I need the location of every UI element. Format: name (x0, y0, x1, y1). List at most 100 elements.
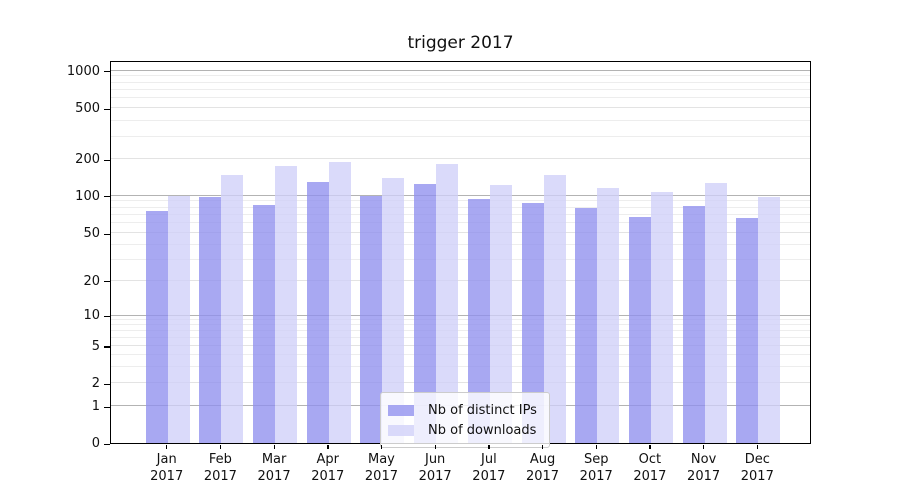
bar-nb-of-distinct-ips (360, 195, 383, 443)
x-tick-label: May 2017 (353, 452, 409, 485)
bar-nb-of-distinct-ips (467, 199, 490, 443)
gridline (111, 158, 810, 160)
bar-nb-of-distinct-ips (199, 197, 222, 443)
bar-nb-of-distinct-ips (521, 202, 544, 443)
x-tick-mark (166, 445, 168, 449)
x-tick-mark (327, 445, 329, 449)
x-tick-month: May (368, 452, 395, 467)
gridline (111, 107, 810, 109)
x-tick-mark (219, 445, 222, 449)
y-tick-label: 5 (91, 338, 100, 354)
x-tick-mark (273, 445, 275, 449)
x-tick-label: Oct 2017 (622, 452, 678, 485)
x-tick-label: Jun 2017 (407, 452, 463, 485)
x-tick-year: 2017 (525, 468, 560, 484)
x-tick-month: Nov (690, 452, 717, 467)
x-tick-month: Sep (583, 452, 609, 467)
gridline (111, 319, 810, 321)
bar-nb-of-downloads (328, 161, 351, 443)
bar-nb-of-downloads (167, 195, 190, 443)
chart-title: trigger 2017 (407, 33, 514, 53)
gridline (111, 243, 810, 245)
x-tick-year: 2017 (418, 468, 452, 484)
y-tick-label: 200 (75, 152, 100, 167)
x-tick-mark (649, 445, 651, 449)
gridline (111, 97, 810, 99)
gridline (111, 214, 810, 216)
bar-nb-of-distinct-ips (253, 204, 276, 443)
gridline (111, 382, 810, 384)
x-tick-month: Aug (529, 452, 556, 467)
gridline (111, 330, 810, 332)
grid-layer (111, 62, 810, 443)
x-tick-year: 2017 (257, 468, 291, 484)
bar-nb-of-distinct-ips (736, 218, 759, 443)
legend-item: Nb of downloads (388, 420, 537, 440)
x-tick-year: 2017 (740, 468, 774, 484)
legend-label: Nb of downloads (428, 422, 537, 438)
gridline (111, 200, 810, 202)
gridline (111, 336, 810, 338)
bar-nb-of-downloads (436, 164, 459, 443)
bar-nb-of-downloads (382, 178, 405, 443)
x-tick-label: Nov 2017 (676, 452, 732, 485)
bar-nb-of-downloads (597, 188, 620, 443)
x-tick-month: Mar (261, 452, 287, 467)
bar-nb-of-distinct-ips (628, 216, 651, 443)
x-tick-year: 2017 (203, 468, 237, 484)
x-tick-month: Jan (156, 452, 177, 467)
bar-nb-of-distinct-ips (306, 181, 329, 443)
x-tick-mark (595, 445, 598, 449)
bars-layer (111, 62, 810, 443)
gridline (111, 119, 810, 121)
gridline (111, 69, 810, 71)
bar-nb-of-distinct-ips (682, 206, 705, 443)
bar-nb-of-distinct-ips (575, 207, 598, 443)
bar-nb-of-downloads (704, 183, 727, 443)
x-tick-year: 2017 (633, 468, 667, 484)
x-tick-year: 2017 (311, 468, 345, 484)
gridline (111, 194, 810, 196)
x-tick-month: Feb (208, 452, 232, 467)
bar-nb-of-downloads (543, 175, 566, 443)
bar-nb-of-downloads (650, 191, 673, 443)
gridline (111, 232, 810, 234)
x-tick-year: 2017 (150, 468, 184, 484)
x-tick-month: Apr (316, 452, 340, 467)
gridline (111, 354, 810, 356)
x-tick-label: Dec 2017 (729, 452, 785, 485)
y-tick-label: 50 (83, 226, 100, 242)
gridline (111, 75, 810, 77)
gridline (111, 365, 810, 367)
y-tick-label: 1 (91, 399, 100, 414)
y-tick-label: 20 (83, 273, 100, 289)
x-tick-year: 2017 (687, 468, 721, 484)
y-tick-label: 500 (75, 101, 100, 117)
gridline (111, 135, 810, 137)
x-tick-month: Jul (481, 452, 497, 467)
gridline (111, 279, 810, 281)
gridline (111, 314, 810, 316)
gridline (111, 222, 810, 224)
y-tick-label: 0 (91, 436, 100, 451)
x-tick-year: 2017 (579, 468, 613, 484)
y-tick-label: 1000 (66, 63, 100, 79)
gridline (111, 258, 810, 260)
x-tick-mark (703, 445, 705, 449)
bar-nb-of-distinct-ips (414, 183, 437, 443)
bar-nb-of-downloads (275, 166, 298, 443)
x-tick-mark (756, 445, 759, 449)
x-tick-label: Mar 2017 (246, 452, 302, 485)
bar-nb-of-downloads (489, 184, 512, 443)
y-tick-label: 10 (83, 308, 100, 324)
y-tick-label: 100 (75, 188, 100, 204)
x-tick-label: Jul 2017 (461, 452, 517, 485)
x-tick-label: Sep 2017 (568, 452, 624, 485)
legend-label: Nb of distinct IPs (428, 402, 537, 418)
x-tick-month: Oct (638, 452, 662, 467)
bar-nb-of-downloads (758, 196, 781, 443)
gridline (111, 89, 810, 91)
x-tick-year: 2017 (364, 468, 398, 484)
gridline (111, 324, 810, 326)
